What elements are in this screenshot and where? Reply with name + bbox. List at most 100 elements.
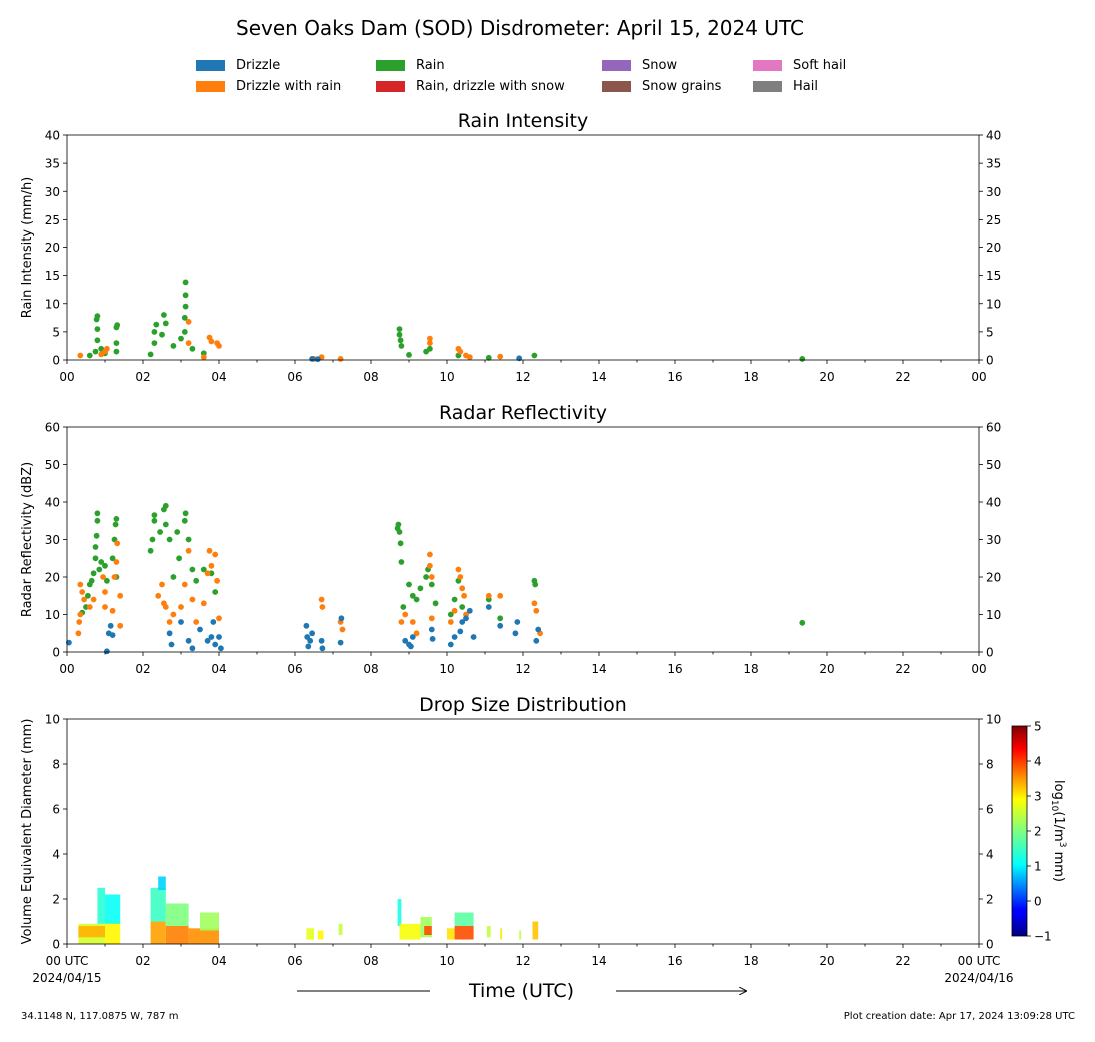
- y-tick-label: 8: [52, 758, 60, 772]
- legend-label: Snow grains: [642, 79, 722, 94]
- x-tick-label: 06: [287, 370, 302, 384]
- y-tick-label: 25: [45, 213, 60, 227]
- panel-title: Radar Reflectivity: [439, 402, 607, 424]
- data-point: [216, 615, 222, 622]
- x-tick-label: 00: [59, 662, 74, 676]
- series-drizzle: [66, 604, 542, 655]
- x-tick-label: 18: [743, 662, 758, 676]
- y-tick-label: 10: [45, 297, 60, 311]
- data-point: [92, 555, 99, 562]
- data-point: [170, 611, 177, 618]
- x-tick-label: 08: [363, 662, 378, 676]
- data-point: [451, 607, 458, 614]
- data-point: [111, 574, 118, 580]
- data-point: [94, 313, 101, 319]
- y-tick-label-right: 20: [986, 241, 1001, 255]
- x-tick-label: 16: [667, 370, 682, 384]
- data-point: [429, 636, 436, 642]
- data-point: [428, 615, 435, 622]
- data-point: [397, 540, 404, 547]
- data-point: [318, 637, 325, 644]
- data-point: [459, 619, 466, 625]
- y-tick-label-right: 8: [986, 758, 994, 772]
- x-tick-label: 12: [515, 370, 530, 384]
- data-point: [423, 574, 429, 580]
- data-point: [197, 626, 203, 633]
- legend-swatch: [376, 60, 405, 71]
- colorbar-label: log10(1/m3 mm): [1049, 780, 1067, 882]
- x-tick-label: 00 UTC: [46, 954, 89, 968]
- series-rain: [79, 502, 806, 626]
- data-point: [200, 566, 207, 573]
- y-tick-label-right: 10: [986, 608, 1001, 622]
- heatmap-cell: [188, 928, 219, 945]
- data-point: [100, 574, 106, 580]
- x-tick-label: 16: [667, 662, 682, 676]
- heatmap-cell: [165, 903, 189, 926]
- data-point: [447, 641, 454, 648]
- data-point: [533, 637, 540, 644]
- x-tick-label: 20: [819, 954, 834, 968]
- legend-item-rain: Rain: [376, 58, 445, 73]
- colorbar-tick-label: 1: [1034, 860, 1042, 874]
- y-tick-label: 5: [52, 325, 60, 339]
- data-point: [147, 351, 154, 358]
- heatmap-cell: [424, 926, 432, 935]
- plot-frame: [66, 718, 980, 945]
- data-point: [447, 619, 454, 625]
- data-point: [94, 517, 101, 524]
- x-tick-label: 18: [743, 954, 758, 968]
- data-point: [77, 581, 84, 588]
- data-point: [428, 626, 435, 633]
- x-tick-label: 14: [591, 662, 606, 676]
- figure-title: Seven Oaks Dam (SOD) Disdrometer: April …: [236, 16, 804, 40]
- data-point: [112, 521, 119, 528]
- data-point: [799, 356, 806, 362]
- data-point: [432, 600, 439, 607]
- data-point: [176, 555, 183, 562]
- legend-swatch: [602, 60, 631, 71]
- x-tick-label: 22: [895, 662, 910, 676]
- data-point: [531, 352, 538, 359]
- data-point: [406, 581, 412, 588]
- data-point: [457, 574, 464, 580]
- x-tick-label: 00 UTC: [958, 954, 1001, 968]
- plot-frame: [66, 426, 980, 653]
- data-point: [157, 529, 164, 535]
- heatmap-cell: [338, 923, 343, 936]
- data-point: [94, 337, 101, 344]
- x-tick-label: 08: [363, 954, 378, 968]
- legend-item-drizzle: Drizzle: [196, 58, 280, 73]
- data-point: [470, 634, 477, 640]
- data-point: [93, 532, 100, 539]
- y-tick-label: 40: [45, 496, 60, 510]
- data-point: [497, 592, 504, 599]
- data-point: [799, 619, 806, 626]
- x-tick-label: 12: [515, 954, 530, 968]
- data-point: [497, 622, 504, 629]
- data-point: [178, 619, 184, 625]
- data-point: [76, 619, 83, 625]
- data-point: [402, 611, 409, 618]
- y-tick-label-right: 40: [986, 129, 1001, 143]
- x-tick-date-label: 2024/04/16: [944, 971, 1013, 985]
- data-point: [212, 641, 219, 648]
- y-tick-label: 30: [45, 533, 60, 547]
- data-point: [94, 326, 101, 332]
- y-tick-label: 60: [45, 421, 60, 435]
- legend-label: Rain, drizzle with snow: [416, 79, 565, 94]
- data-point: [88, 577, 95, 584]
- data-point: [162, 604, 169, 610]
- legend-label: Drizzle with rain: [236, 79, 342, 94]
- plot-frame: [66, 134, 980, 361]
- y-tick-label-right: 6: [986, 803, 994, 817]
- data-point: [514, 619, 521, 625]
- x-tick-label: 10: [439, 370, 454, 384]
- data-point: [319, 604, 326, 610]
- y-tick-label: 4: [52, 848, 60, 862]
- data-point: [398, 343, 405, 349]
- data-point: [102, 589, 108, 595]
- data-point: [339, 626, 346, 633]
- data-point: [314, 356, 321, 363]
- x-tick-label: 04: [211, 954, 226, 968]
